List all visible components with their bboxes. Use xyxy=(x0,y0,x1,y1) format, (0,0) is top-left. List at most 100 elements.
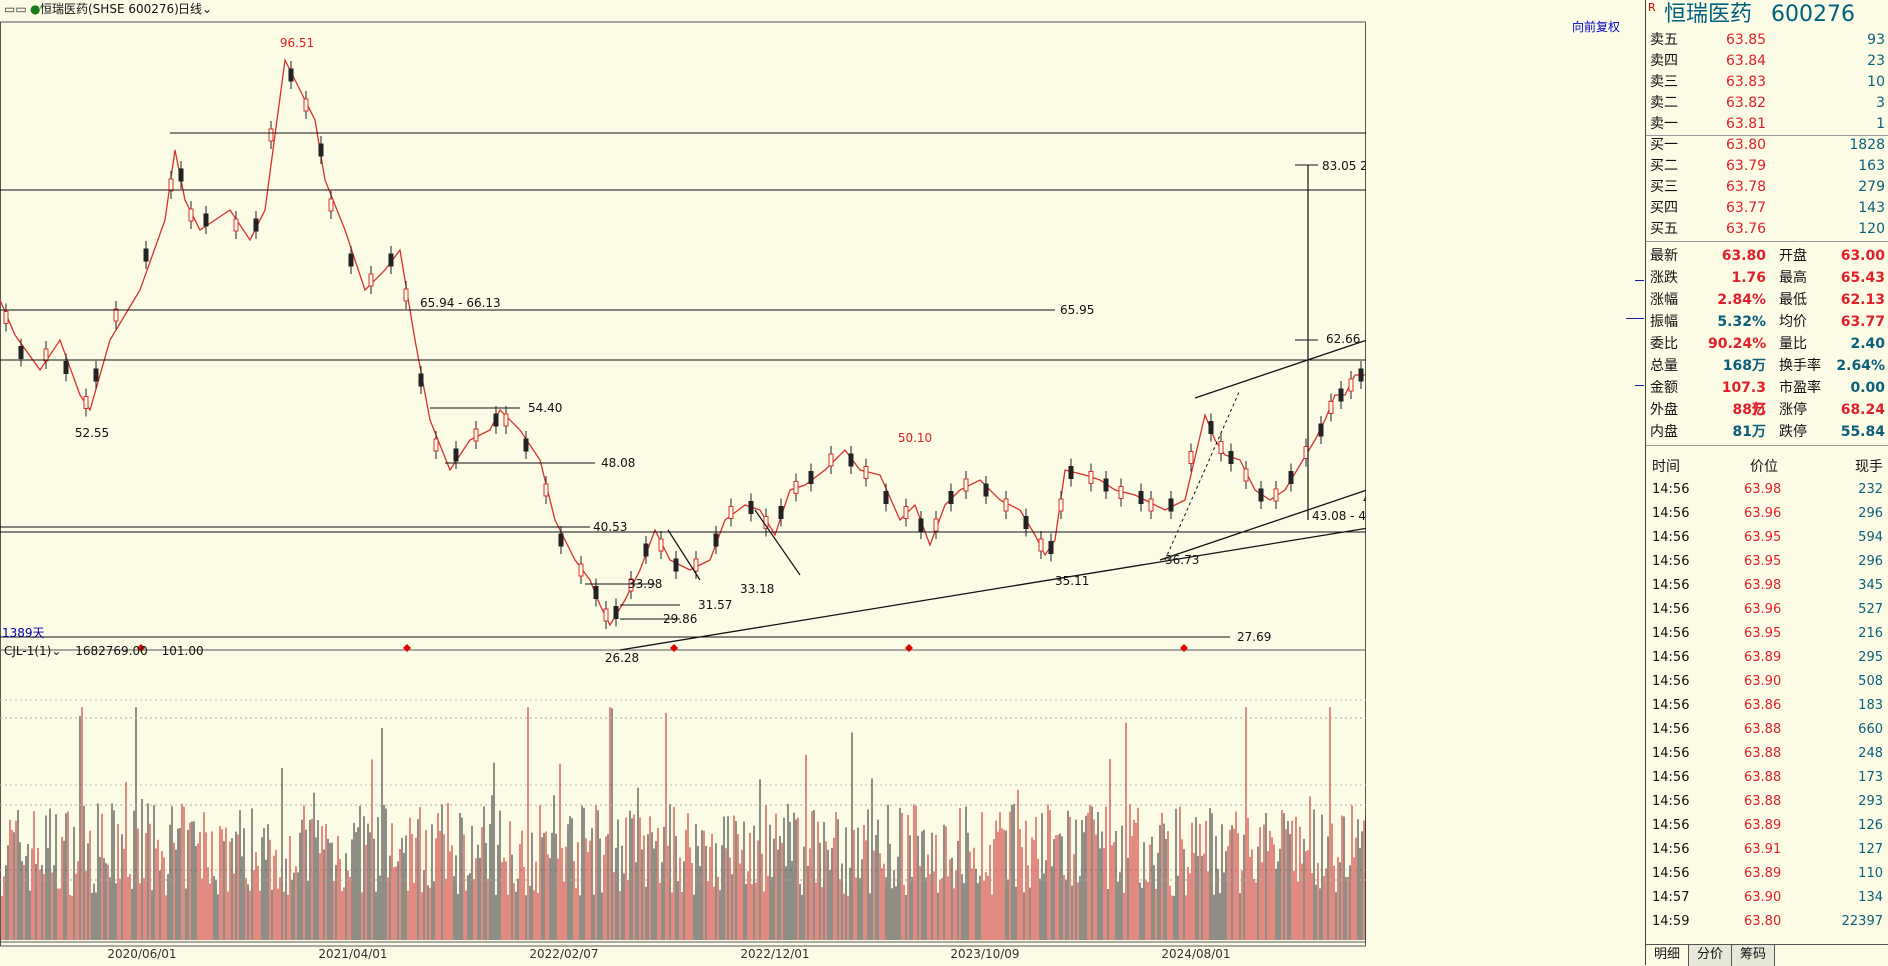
orderbook-label: 卖五 xyxy=(1650,32,1678,48)
candle xyxy=(828,453,834,467)
tick-volume: 293 xyxy=(1858,794,1883,809)
orderbook-label: 买二 xyxy=(1650,158,1678,174)
stat-label: 均价 xyxy=(1779,314,1807,330)
tick-volume: 126 xyxy=(1858,818,1883,833)
stat-value: 5.32% xyxy=(1717,314,1766,330)
candle xyxy=(473,428,479,442)
tick-row[interactable]: 14:56 63.88 248 xyxy=(1646,742,1888,766)
tick-time: 14:57 xyxy=(1652,890,1690,905)
tick-row[interactable]: 14:56 63.88 173 xyxy=(1646,766,1888,790)
tick-time: 14:59 xyxy=(1652,914,1690,929)
orderbook-row[interactable]: 卖三 63.83 10 xyxy=(1646,72,1888,93)
orderbook-volume: 1828 xyxy=(1849,137,1885,153)
chart-frame xyxy=(0,21,1366,947)
tick-price: 63.96 xyxy=(1744,506,1782,521)
orderbook-row[interactable]: 卖四 63.84 23 xyxy=(1646,51,1888,72)
tick-row[interactable]: 14:57 63.90 134 xyxy=(1646,886,1888,910)
period-selector[interactable]: 日线⌄ xyxy=(178,2,213,16)
stock-label: 恒瑞医药(SHSE 600276) xyxy=(40,2,179,16)
tick-volume: 183 xyxy=(1858,698,1883,713)
stat-value: 81万 xyxy=(1732,424,1766,440)
channel-line xyxy=(667,529,701,581)
candle xyxy=(113,308,119,322)
orderbook-row[interactable]: 卖五 63.85 93 xyxy=(1646,30,1888,51)
tick-row[interactable]: 14:56 63.95 216 xyxy=(1646,622,1888,646)
tick-time: 14:56 xyxy=(1652,554,1690,569)
level-label: 54.40 xyxy=(528,401,562,415)
candle xyxy=(1258,488,1264,502)
tick-row[interactable]: 14:56 63.88 660 xyxy=(1646,718,1888,742)
stat-value: 2.40 xyxy=(1850,336,1885,352)
tick-time: 14:56 xyxy=(1652,674,1690,689)
orderbook-row[interactable]: 卖二 63.82 3 xyxy=(1646,93,1888,114)
candle xyxy=(93,368,99,382)
tick-row[interactable]: 14:56 63.89 295 xyxy=(1646,646,1888,670)
stat-row: 涨跌 1.76 最高 65.43 xyxy=(1646,267,1888,289)
candle xyxy=(1273,488,1279,502)
tick-row[interactable]: 14:56 63.89 126 xyxy=(1646,814,1888,838)
signal-marker xyxy=(1180,644,1188,652)
menu-icon[interactable]: ▭▭ xyxy=(4,2,27,16)
tick-row[interactable]: 14:56 63.95 296 xyxy=(1646,550,1888,574)
level-label: 50.10 xyxy=(898,431,932,445)
tick-row[interactable]: 14:56 63.86 183 xyxy=(1646,694,1888,718)
tick-volume: 216 xyxy=(1858,626,1883,641)
tick-row[interactable]: 14:56 63.89 110 xyxy=(1646,862,1888,886)
candle xyxy=(453,448,459,462)
level-label: 48.08 xyxy=(601,456,635,470)
stat-value: 63.77 xyxy=(1840,314,1885,330)
tick-time: 14:56 xyxy=(1652,770,1690,785)
candle xyxy=(793,481,799,494)
candle xyxy=(1228,451,1234,464)
stat-row: 金额 107.3亿 市盈率 0.00 xyxy=(1646,377,1888,418)
candle xyxy=(643,543,649,557)
tab-chips[interactable]: 筹码 xyxy=(1732,945,1776,966)
orderbook-label: 买四 xyxy=(1650,200,1678,216)
orderbook-label: 卖二 xyxy=(1650,95,1678,111)
candle xyxy=(628,578,634,592)
kline-chart[interactable]: 86.5780.0465.9560.0554.4048.0840.5339.99… xyxy=(0,0,1366,965)
candle xyxy=(778,506,784,519)
tab-detail[interactable]: 明细 xyxy=(1646,945,1690,966)
tick-row[interactable]: 14:56 63.96 527 xyxy=(1646,598,1888,622)
candle xyxy=(503,413,509,427)
candle xyxy=(918,518,924,532)
tick-row[interactable]: 14:56 63.98 345 xyxy=(1646,574,1888,598)
tick-price: 63.88 xyxy=(1744,794,1782,809)
stat-row: 振幅 5.32% 均价 63.77 xyxy=(1646,311,1888,333)
tick-row[interactable]: 14:56 63.95 594 xyxy=(1646,526,1888,550)
candle xyxy=(1208,421,1214,434)
tab-price-dist[interactable]: 分价 xyxy=(1689,945,1733,966)
stat-label: 换手率 xyxy=(1779,358,1821,374)
restore-mode-label[interactable]: 向前复权 xyxy=(1572,20,1621,34)
tick-row[interactable]: 14:56 63.96 296 xyxy=(1646,502,1888,526)
tick-row[interactable]: 14:59 63.80 22397 xyxy=(1646,910,1888,934)
candle xyxy=(348,253,354,267)
stat-label: 开盘 xyxy=(1779,248,1807,264)
orderbook-row[interactable]: 买三 63.78 279 xyxy=(1646,177,1888,198)
orderbook-price: 63.77 xyxy=(1726,200,1767,216)
candle xyxy=(673,558,679,572)
tick-row[interactable]: 14:56 63.90 508 xyxy=(1646,670,1888,694)
candle xyxy=(1038,538,1044,552)
tick-row[interactable]: 14:56 63.91 127 xyxy=(1646,838,1888,862)
orderbook-row[interactable]: 买四 63.77 143 xyxy=(1646,198,1888,219)
orderbook-row[interactable]: 买五 63.76 120 xyxy=(1646,219,1888,240)
stat-row: 涨幅 2.84% 最低 62.13 xyxy=(1646,289,1888,311)
kline-svg[interactable]: 86.5780.0465.9560.0554.4048.0840.5339.99… xyxy=(0,0,1366,965)
orderbook-volume: 163 xyxy=(1858,158,1885,174)
orderbook-row[interactable]: 卖一 63.81 1 xyxy=(1646,114,1888,135)
orderbook-row[interactable]: 买二 63.79 163 xyxy=(1646,156,1888,177)
tick-price: 63.90 xyxy=(1744,890,1782,905)
tick-row[interactable]: 14:56 63.98 232 xyxy=(1646,478,1888,502)
indicator-bar: CJL-1(1)⌄ 1682769.00 101.00 xyxy=(4,644,204,658)
orderbook-row[interactable]: 买一 63.80 1828 xyxy=(1646,135,1888,156)
chevron-down-icon[interactable]: ⌄ xyxy=(51,644,62,658)
candle xyxy=(188,208,194,222)
stat-value: 1.76 xyxy=(1731,270,1766,286)
indicator-name[interactable]: CJL-1(1) xyxy=(4,644,52,658)
orderbook-price: 63.85 xyxy=(1726,32,1767,48)
tick-row[interactable]: 14:56 63.88 293 xyxy=(1646,790,1888,814)
tick-price: 63.95 xyxy=(1744,626,1782,641)
tick-volume: 527 xyxy=(1858,602,1883,617)
